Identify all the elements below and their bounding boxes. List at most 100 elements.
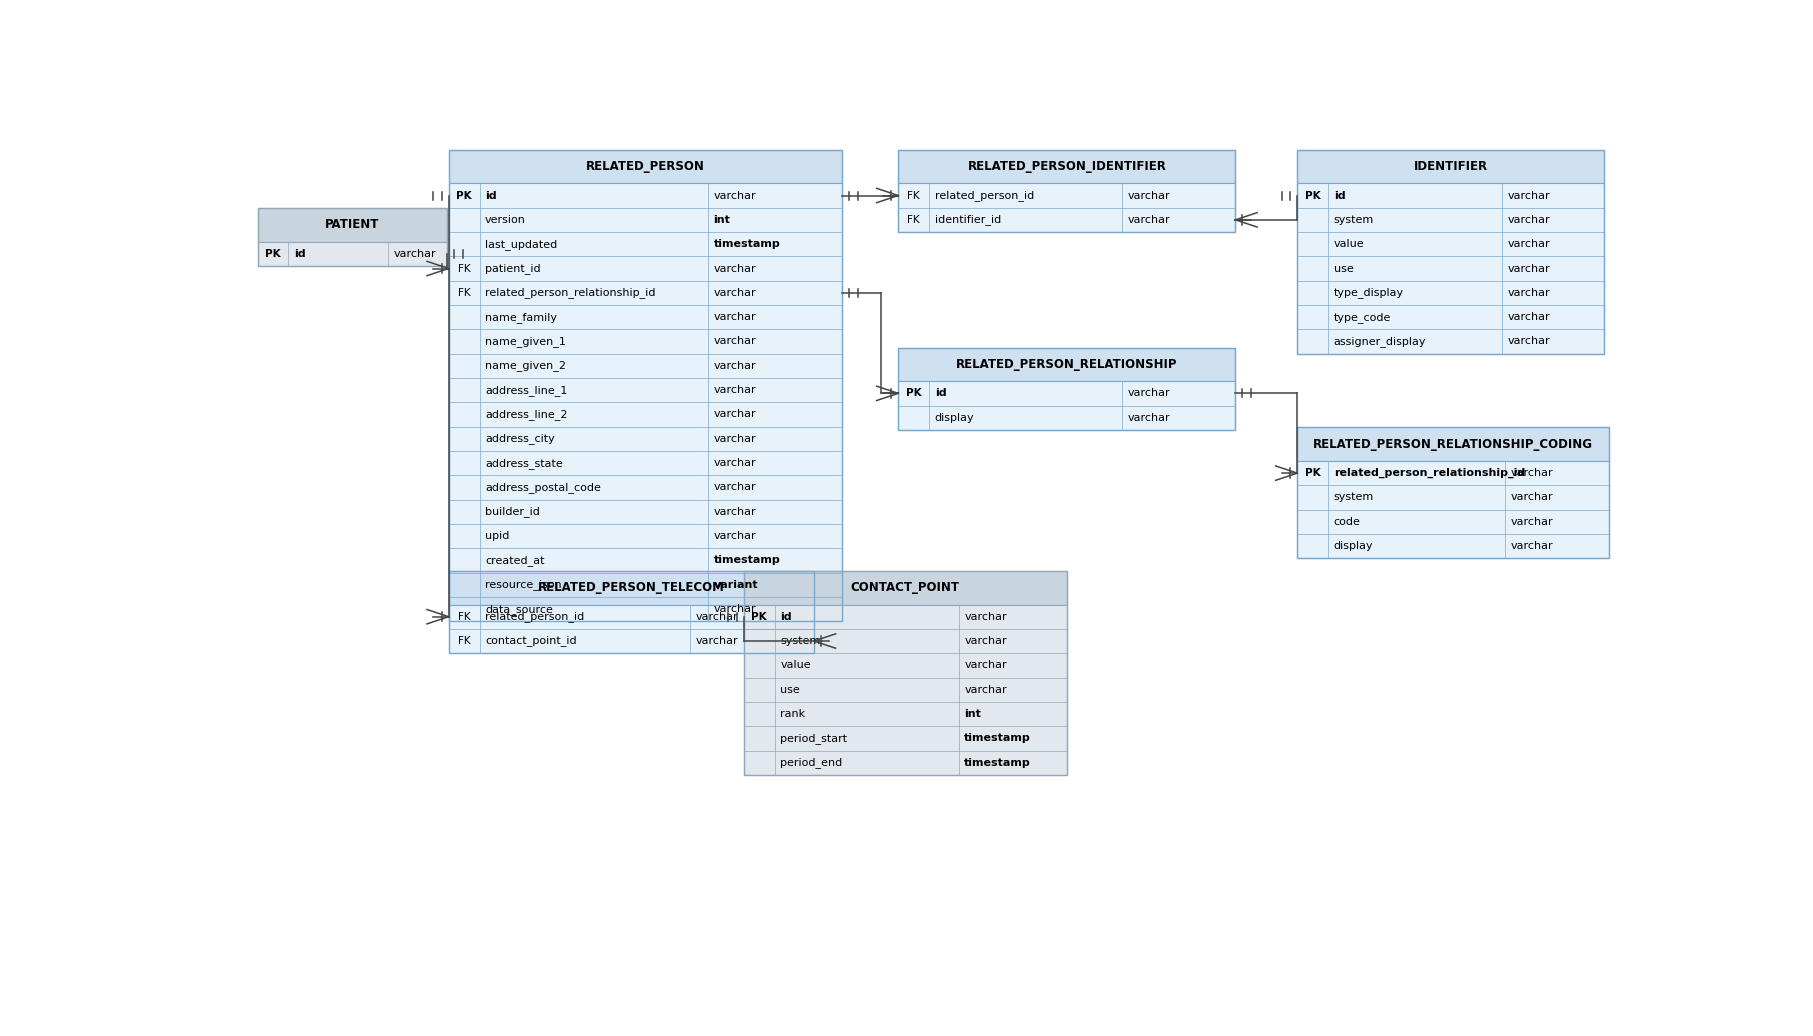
Text: last_updated: last_updated [486, 238, 557, 250]
Text: version: version [486, 214, 526, 225]
Text: code: code [1334, 517, 1362, 526]
Text: varchar: varchar [714, 191, 756, 201]
Text: system: system [1334, 492, 1374, 502]
Text: varchar: varchar [714, 531, 756, 541]
Text: rank: rank [780, 709, 805, 719]
Text: type_code: type_code [1334, 312, 1391, 322]
Text: related_person_relationship_id: related_person_relationship_id [486, 287, 656, 298]
Text: related_person_id: related_person_id [936, 190, 1033, 201]
Text: varchar: varchar [1507, 288, 1550, 297]
Text: FK: FK [457, 636, 470, 646]
FancyBboxPatch shape [743, 571, 1066, 605]
Text: varchar: varchar [714, 483, 756, 492]
Text: varchar: varchar [965, 685, 1006, 695]
Text: varchar: varchar [714, 385, 756, 395]
FancyBboxPatch shape [1298, 183, 1605, 353]
Text: created_at: created_at [486, 555, 544, 566]
Text: PK: PK [1305, 468, 1320, 479]
FancyBboxPatch shape [897, 183, 1235, 232]
Text: varchar: varchar [1128, 214, 1171, 225]
Text: value: value [780, 660, 810, 670]
FancyBboxPatch shape [897, 381, 1235, 430]
Text: PK: PK [1305, 191, 1320, 201]
Text: RELATED_PERSON_IDENTIFIER: RELATED_PERSON_IDENTIFIER [968, 161, 1166, 173]
Text: value: value [1334, 239, 1365, 250]
Text: id: id [294, 249, 306, 259]
Text: FK: FK [457, 288, 470, 297]
Text: PK: PK [265, 249, 281, 259]
Text: address_line_2: address_line_2 [486, 409, 567, 420]
Text: timestamp: timestamp [714, 239, 780, 250]
Text: varchar: varchar [714, 337, 756, 346]
Text: type_display: type_display [1334, 287, 1403, 298]
Text: identifier_id: identifier_id [936, 214, 1001, 225]
Text: varchar: varchar [1510, 517, 1554, 526]
Text: RELATED_PERSON_TELECOM: RELATED_PERSON_TELECOM [538, 581, 725, 595]
Text: PATIENT: PATIENT [325, 219, 379, 231]
FancyBboxPatch shape [448, 183, 841, 622]
Text: FK: FK [906, 191, 919, 201]
Text: FK: FK [906, 214, 919, 225]
Text: use: use [780, 685, 800, 695]
Text: FK: FK [457, 611, 470, 622]
FancyBboxPatch shape [1298, 428, 1610, 461]
Text: address_city: address_city [486, 433, 555, 444]
Text: varchar: varchar [1507, 337, 1550, 346]
Text: id: id [486, 191, 497, 201]
Text: varchar: varchar [714, 434, 756, 443]
Text: data_source: data_source [486, 604, 553, 614]
Text: varchar: varchar [714, 507, 756, 517]
Text: FK: FK [457, 263, 470, 274]
Text: varchar: varchar [714, 361, 756, 371]
Text: varchar: varchar [1507, 214, 1550, 225]
Text: period_end: period_end [780, 757, 843, 768]
Text: PK: PK [906, 388, 921, 399]
Text: varchar: varchar [965, 611, 1006, 622]
Text: address_postal_code: address_postal_code [486, 482, 602, 493]
Text: timestamp: timestamp [965, 733, 1032, 744]
Text: name_family: name_family [486, 312, 557, 322]
Text: system: system [1334, 214, 1374, 225]
Text: address_state: address_state [486, 458, 562, 468]
FancyBboxPatch shape [257, 241, 448, 266]
Text: varchar: varchar [1507, 312, 1550, 322]
Text: varchar: varchar [1507, 239, 1550, 250]
Text: timestamp: timestamp [965, 757, 1032, 768]
Text: related_person_id: related_person_id [486, 611, 584, 623]
FancyBboxPatch shape [897, 150, 1235, 183]
Text: varchar: varchar [1507, 191, 1550, 201]
Text: varchar: varchar [1128, 412, 1171, 423]
Text: varchar: varchar [1128, 388, 1171, 399]
Text: PK: PK [457, 191, 471, 201]
Text: RELATED_PERSON: RELATED_PERSON [586, 161, 705, 173]
FancyBboxPatch shape [1298, 150, 1605, 183]
FancyBboxPatch shape [1298, 461, 1610, 558]
Text: address_line_1: address_line_1 [486, 384, 567, 396]
FancyBboxPatch shape [897, 348, 1235, 381]
Text: varchar: varchar [714, 288, 756, 297]
Text: display: display [1334, 541, 1374, 551]
Text: resource_json: resource_json [486, 579, 562, 591]
Text: varchar: varchar [393, 249, 437, 259]
Text: system: system [780, 636, 821, 646]
Text: varchar: varchar [1507, 263, 1550, 274]
Text: int: int [714, 214, 731, 225]
Text: varchar: varchar [1510, 492, 1554, 502]
Text: varchar: varchar [714, 458, 756, 468]
Text: timestamp: timestamp [714, 555, 780, 566]
Text: varchar: varchar [714, 312, 756, 322]
FancyBboxPatch shape [743, 605, 1066, 775]
Text: RELATED_PERSON_RELATIONSHIP_CODING: RELATED_PERSON_RELATIONSHIP_CODING [1313, 437, 1594, 451]
FancyBboxPatch shape [448, 571, 814, 605]
Text: id: id [936, 388, 946, 399]
Text: varchar: varchar [696, 611, 738, 622]
Text: upid: upid [486, 531, 509, 541]
Text: varchar: varchar [714, 263, 756, 274]
Text: patient_id: patient_id [486, 263, 540, 274]
Text: CONTACT_POINT: CONTACT_POINT [850, 581, 959, 595]
Text: RELATED_PERSON_RELATIONSHIP: RELATED_PERSON_RELATIONSHIP [955, 357, 1178, 371]
Text: int: int [965, 709, 981, 719]
FancyBboxPatch shape [257, 208, 448, 241]
Text: varchar: varchar [714, 409, 756, 420]
Text: name_given_1: name_given_1 [486, 336, 566, 347]
